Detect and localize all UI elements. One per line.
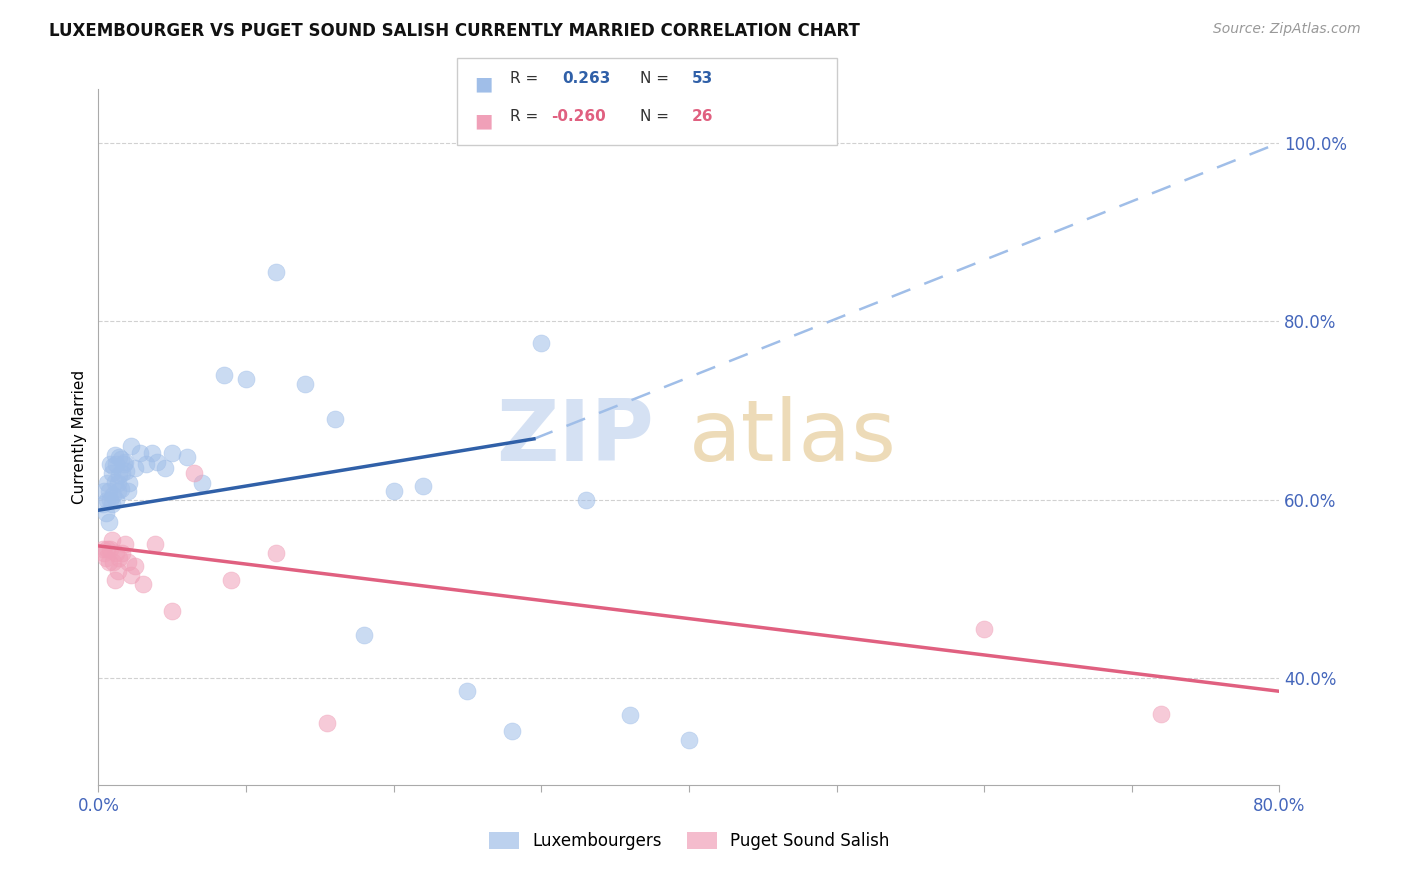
- Point: [104, 448, 127, 462]
- Y-axis label: Currently Married: Currently Married: [72, 370, 87, 504]
- Text: R =: R =: [510, 71, 544, 87]
- Point: [108, 450, 131, 464]
- Point: [575, 492, 598, 507]
- Point: [191, 476, 214, 491]
- Text: Source: ZipAtlas.com: Source: ZipAtlas.com: [1213, 22, 1361, 37]
- Point: [316, 715, 339, 730]
- Point: [108, 467, 131, 482]
- Point: [100, 466, 122, 480]
- Point: [114, 537, 136, 551]
- Point: [264, 265, 287, 279]
- Point: [235, 372, 257, 386]
- Point: [183, 466, 205, 480]
- Point: [128, 446, 150, 460]
- Text: 0.263: 0.263: [562, 71, 610, 87]
- Point: [530, 336, 553, 351]
- Point: [107, 476, 129, 491]
- Point: [221, 573, 243, 587]
- Point: [146, 455, 169, 469]
- Point: [110, 452, 132, 467]
- Point: [132, 577, 155, 591]
- Point: [97, 515, 120, 529]
- Point: [294, 376, 316, 391]
- Point: [678, 733, 700, 747]
- Point: [120, 568, 142, 582]
- Point: [382, 483, 405, 498]
- Point: [98, 457, 121, 471]
- Point: [103, 488, 125, 502]
- Point: [412, 479, 434, 493]
- Point: [153, 461, 176, 475]
- Point: [117, 555, 139, 569]
- Point: [111, 466, 134, 480]
- Point: [176, 450, 198, 464]
- Legend: Luxembourgers, Puget Sound Salish: Luxembourgers, Puget Sound Salish: [482, 825, 896, 856]
- Point: [98, 492, 121, 507]
- Text: LUXEMBOURGER VS PUGET SOUND SALISH CURRENTLY MARRIED CORRELATION CHART: LUXEMBOURGER VS PUGET SOUND SALISH CURRE…: [49, 22, 860, 40]
- Point: [114, 455, 136, 469]
- Text: -0.260: -0.260: [551, 109, 606, 124]
- Point: [94, 506, 117, 520]
- Point: [120, 439, 142, 453]
- Text: R =: R =: [510, 109, 544, 124]
- Text: 26: 26: [692, 109, 713, 124]
- Point: [111, 546, 134, 560]
- Point: [124, 559, 146, 574]
- Point: [323, 412, 346, 426]
- Point: [108, 550, 131, 565]
- Point: [91, 497, 114, 511]
- Point: [93, 483, 115, 498]
- Point: [93, 546, 115, 560]
- Point: [103, 458, 125, 473]
- Text: ■: ■: [474, 112, 492, 130]
- Point: [135, 457, 157, 471]
- Point: [96, 541, 118, 556]
- Point: [97, 483, 120, 498]
- Point: [143, 537, 166, 551]
- Point: [973, 622, 995, 636]
- Point: [118, 476, 141, 491]
- Point: [96, 492, 118, 507]
- Point: [107, 483, 129, 498]
- Point: [107, 564, 129, 578]
- Point: [141, 446, 163, 460]
- Text: N =: N =: [640, 109, 673, 124]
- Point: [104, 475, 127, 489]
- Text: ■: ■: [474, 74, 492, 93]
- Point: [105, 492, 128, 507]
- Point: [162, 446, 183, 460]
- Point: [117, 483, 139, 498]
- Point: [105, 546, 128, 560]
- Point: [124, 461, 146, 475]
- Point: [212, 368, 235, 382]
- Point: [98, 541, 121, 556]
- Text: ZIP: ZIP: [496, 395, 654, 479]
- Point: [91, 541, 114, 556]
- Point: [110, 482, 132, 496]
- Point: [457, 684, 479, 698]
- Point: [104, 573, 127, 587]
- Point: [100, 497, 122, 511]
- Point: [264, 546, 287, 560]
- Point: [97, 555, 120, 569]
- Point: [103, 555, 125, 569]
- Point: [353, 628, 375, 642]
- Point: [619, 708, 641, 723]
- Point: [105, 457, 128, 471]
- Point: [94, 550, 117, 565]
- Point: [112, 457, 135, 471]
- Point: [162, 604, 183, 618]
- Point: [501, 724, 523, 739]
- Text: 53: 53: [692, 71, 713, 87]
- Point: [100, 533, 122, 547]
- Text: atlas: atlas: [689, 395, 897, 479]
- Text: N =: N =: [640, 71, 673, 87]
- Point: [115, 464, 138, 478]
- Point: [96, 476, 118, 491]
- Point: [1150, 706, 1173, 721]
